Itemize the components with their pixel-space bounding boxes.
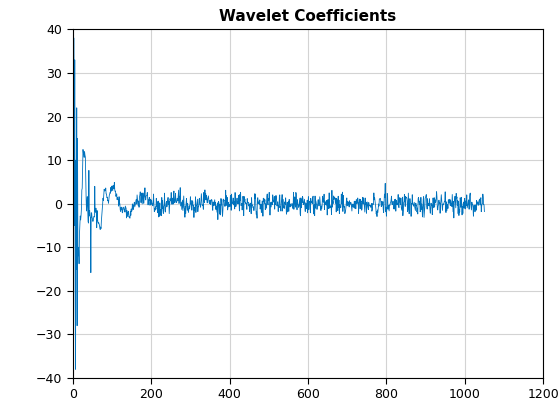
Title: Wavelet Coefficients: Wavelet Coefficients bbox=[220, 9, 396, 24]
